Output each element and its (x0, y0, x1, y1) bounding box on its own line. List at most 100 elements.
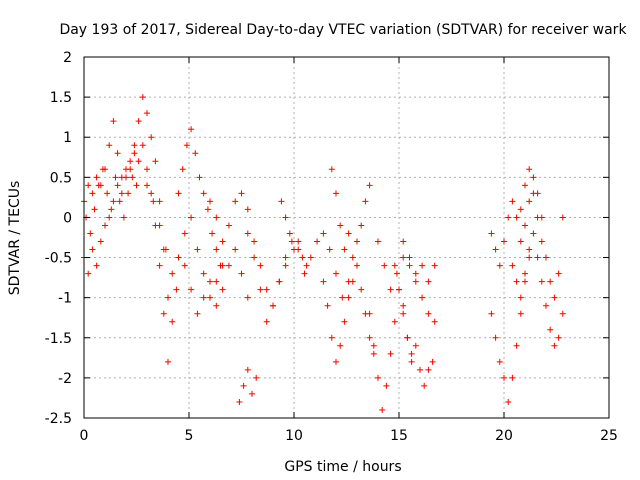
data-point (417, 366, 423, 373)
data-point (188, 126, 195, 133)
data-point (244, 366, 251, 373)
data-point (232, 198, 239, 205)
x-tick-label: 0 (80, 428, 89, 444)
data-point (522, 278, 528, 285)
data-point (354, 238, 360, 245)
data-point (526, 198, 533, 205)
data-point (282, 254, 289, 261)
data-point (370, 350, 377, 357)
data-point (288, 238, 295, 245)
data-point (200, 190, 207, 197)
data-point (156, 262, 163, 269)
data-point (165, 294, 171, 301)
data-point (366, 334, 373, 341)
data-point (129, 174, 136, 181)
data-point (144, 166, 150, 173)
data-point (358, 286, 365, 293)
data-point (97, 238, 104, 245)
data-point (165, 358, 171, 365)
data-point (543, 254, 549, 261)
data-point (278, 198, 285, 205)
data-point (307, 254, 314, 261)
data-point (513, 278, 520, 285)
series-sat-l (328, 166, 373, 261)
data-point (408, 358, 415, 365)
data-point (196, 174, 203, 181)
data-point (509, 198, 516, 205)
data-point (133, 182, 140, 189)
x-axis-label: GPS time / hours (284, 459, 401, 475)
data-point (106, 142, 113, 149)
y-tick-label: 1.5 (50, 90, 72, 106)
data-point (381, 262, 388, 269)
data-point (219, 238, 226, 245)
data-point (257, 286, 264, 293)
data-point (125, 190, 132, 197)
data-point (559, 310, 566, 317)
data-point (110, 198, 117, 205)
data-point (286, 230, 293, 237)
data-point (400, 254, 407, 261)
data-point (555, 270, 562, 277)
data-point (249, 390, 255, 397)
data-point (106, 214, 113, 221)
y-tick-label: 1 (63, 130, 72, 146)
data-point (551, 342, 558, 349)
data-point (354, 262, 360, 269)
data-point (238, 270, 245, 277)
data-point (200, 294, 207, 301)
data-point (421, 382, 428, 389)
data-point (337, 222, 344, 229)
data-point (488, 230, 495, 237)
y-tick-label: 0.5 (50, 170, 72, 186)
data-point (236, 398, 243, 405)
data-point (127, 158, 134, 165)
y-tick-label: -2 (58, 371, 72, 387)
series-sat-k (320, 262, 377, 365)
data-point (547, 278, 554, 285)
data-point (213, 214, 220, 221)
data-point (328, 166, 335, 173)
data-point (144, 110, 150, 117)
data-point (505, 214, 512, 221)
data-point (522, 222, 528, 229)
data-point (123, 174, 129, 181)
data-point (192, 150, 199, 157)
data-point (362, 198, 369, 205)
data-point (387, 350, 394, 357)
data-point (341, 318, 348, 325)
data-point (328, 334, 335, 341)
series-sat-m (366, 286, 415, 413)
data-point (429, 358, 436, 365)
series-sat-r (488, 174, 545, 269)
data-point (217, 262, 224, 269)
data-point (244, 206, 251, 213)
series-sat-c (83, 166, 140, 237)
data-point (85, 182, 92, 189)
data-point (345, 294, 352, 301)
data-point (333, 190, 339, 197)
data-point (120, 214, 127, 221)
data-point (333, 358, 339, 365)
data-point (341, 246, 348, 253)
y-tick-label: 2 (63, 50, 72, 66)
data-point (488, 310, 495, 317)
data-point (492, 334, 499, 341)
data-point (175, 254, 182, 261)
data-point (534, 214, 541, 221)
y-tick-label: -1 (58, 291, 72, 307)
data-point (431, 262, 438, 269)
data-point (93, 174, 100, 181)
chart-title: Day 193 of 2017, Sidereal Day-to-day VTE… (59, 22, 627, 38)
data-point (200, 270, 207, 277)
data-point (425, 366, 432, 373)
data-point (108, 206, 115, 213)
data-point (225, 262, 232, 269)
data-point (375, 238, 381, 245)
data-point (213, 278, 220, 285)
series-sat-o (391, 262, 436, 389)
data-point (559, 214, 566, 221)
data-point (148, 190, 155, 197)
data-point (496, 262, 503, 269)
x-tick-label: 15 (390, 428, 408, 444)
